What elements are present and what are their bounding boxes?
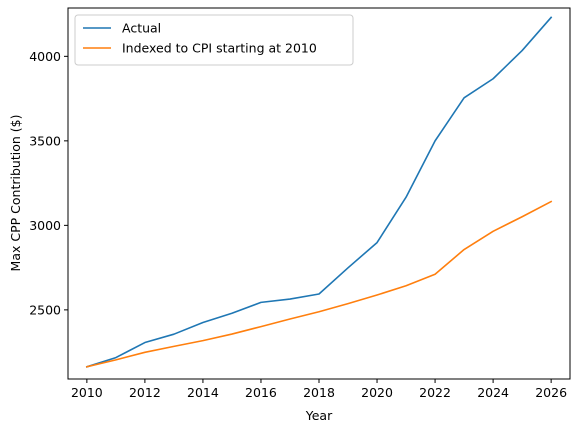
legend: Actual Indexed to CPI starting at 2010 bbox=[74, 14, 354, 66]
legend-label-1: Actual bbox=[122, 21, 161, 36]
x-tick-label: 2020 bbox=[361, 385, 393, 400]
x-tick-label: 2010 bbox=[71, 385, 103, 400]
x-axis-label: Year bbox=[305, 408, 333, 423]
x-tick-label: 2014 bbox=[187, 385, 219, 400]
x-tick-label: 2022 bbox=[419, 385, 451, 400]
x-tick-label: 2024 bbox=[477, 385, 509, 400]
legend-label-2: Indexed to CPI starting at 2010 bbox=[122, 41, 317, 56]
series-line-1 bbox=[85, 16, 553, 368]
y-tick-label: 2500 bbox=[29, 302, 61, 317]
y-ticks: 2500 3000 3500 4000 bbox=[29, 49, 68, 317]
y-tick-label: 4000 bbox=[29, 49, 61, 64]
x-ticks: 2010 2012 2014 2016 2018 2020 2022 2024 2026 bbox=[71, 379, 567, 400]
x-tick-label: 2016 bbox=[245, 385, 277, 400]
y-axis-label: Max CPP Contribution ($) bbox=[8, 115, 23, 272]
legend-box bbox=[74, 14, 354, 66]
series-line-2 bbox=[85, 200, 553, 368]
x-tick-label: 2026 bbox=[535, 385, 567, 400]
y-tick-label: 3000 bbox=[29, 218, 61, 233]
y-tick-label: 3500 bbox=[29, 133, 61, 148]
x-tick-label: 2018 bbox=[303, 385, 335, 400]
series-layer bbox=[85, 16, 553, 368]
x-tick-label: 2012 bbox=[129, 385, 161, 400]
